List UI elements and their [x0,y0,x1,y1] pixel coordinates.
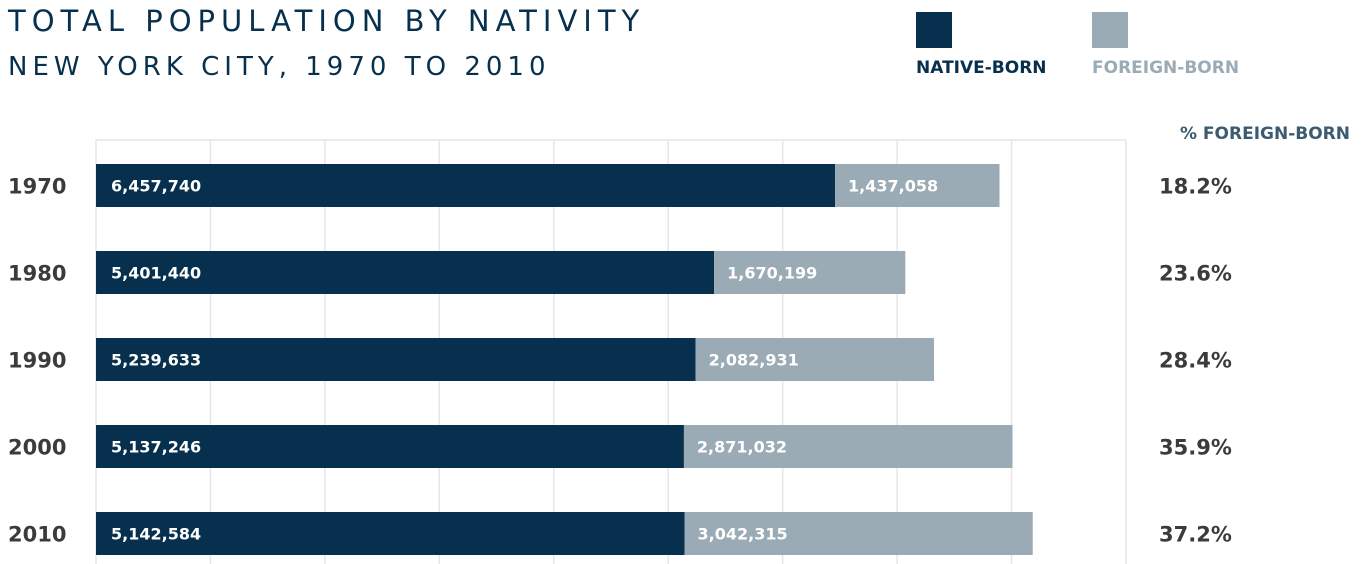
data-label-foreign-born-1990: 2,082,931 [709,351,799,370]
data-label-native-born-1980: 5,401,440 [111,264,201,283]
bar-native-born-2000 [96,425,684,468]
legend-label-foreign-born: FOREIGN-BORN [1092,58,1240,78]
percent-foreign-born-1970: 18.2% [1159,175,1232,199]
bar-foreign-born-1990 [695,338,935,381]
bar-native-born-1970 [96,164,836,207]
category-label-2010: 2010 [8,523,66,547]
data-label-foreign-born-1980: 1,670,199 [727,264,817,283]
category-label-2000: 2000 [8,436,66,460]
legend-swatch-foreign-born [1092,12,1128,48]
data-label-foreign-born-2010: 3,042,315 [698,525,788,544]
data-label-native-born-1990: 5,239,633 [111,351,201,370]
bar-native-born-2010 [96,512,685,555]
legend-swatch-native-born [916,12,952,48]
percent-foreign-born-1990: 28.4% [1159,349,1232,373]
bar-foreign-born-2010 [684,512,1033,555]
category-label-1980: 1980 [8,262,66,286]
percent-foreign-born-header: % FOREIGN-BORN [1179,124,1350,144]
data-label-native-born-2000: 5,137,246 [111,438,201,457]
bar-foreign-born-1980 [714,251,906,294]
bar-foreign-born-1970 [835,164,1000,207]
data-label-foreign-born-1970: 1,437,058 [848,177,938,196]
percent-foreign-born-2010: 37.2% [1159,523,1232,547]
bar-native-born-1990 [96,338,696,381]
chart-title: TOTAL POPULATION BY NATIVITY [8,4,646,38]
chart-subtitle: NEW YORK CITY, 1970 TO 2010 [8,52,551,82]
category-label-1970: 1970 [8,175,66,199]
data-label-native-born-1970: 6,457,740 [111,177,201,196]
bar-native-born-1980 [96,251,715,294]
percent-foreign-born-2000: 35.9% [1159,436,1232,460]
bar-foreign-born-2000 [683,425,1013,468]
data-label-foreign-born-2000: 2,871,032 [697,438,787,457]
category-label-1990: 1990 [8,349,66,373]
percent-foreign-born-1980: 23.6% [1159,262,1232,286]
legend-label-native-born: NATIVE-BORN [916,58,1047,78]
data-label-native-born-2010: 5,142,584 [111,525,201,544]
